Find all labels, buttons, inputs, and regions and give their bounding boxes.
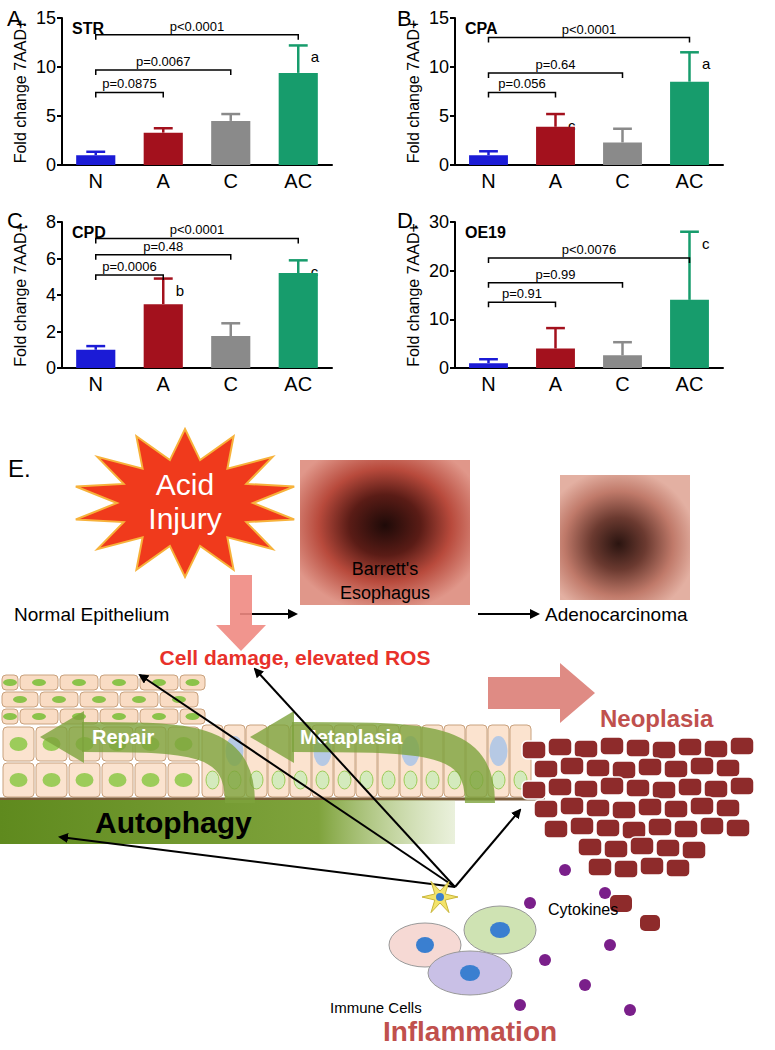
svg-text:5: 5	[46, 106, 56, 126]
svg-text:0: 0	[46, 358, 56, 378]
svg-text:0: 0	[439, 155, 449, 175]
svg-text:CPA: CPA	[465, 20, 498, 37]
svg-text:AC: AC	[676, 170, 704, 192]
svg-text:30: 30	[429, 212, 449, 232]
svg-text:p=0.91: p=0.91	[502, 286, 542, 301]
svg-text:N: N	[481, 373, 495, 395]
svg-text:0: 0	[46, 155, 56, 175]
svg-text:p=0.0006: p=0.0006	[102, 259, 157, 274]
svg-text:c: c	[310, 263, 319, 281]
svg-text:p<0.0001: p<0.0001	[170, 222, 225, 237]
svg-text:Barrett's: Barrett's	[352, 559, 418, 579]
svg-text:D.: D.	[397, 208, 419, 233]
svg-text:p<0.0076: p<0.0076	[562, 242, 617, 257]
svg-text:C: C	[615, 373, 629, 395]
svg-text:p<0.0001: p<0.0001	[170, 19, 225, 34]
svg-text:p=0.48: p=0.48	[143, 239, 183, 254]
svg-text:10: 10	[429, 57, 449, 77]
svg-text:Autophagy: Autophagy	[95, 806, 252, 839]
svg-text:Cell damage, elevated ROS: Cell damage, elevated ROS	[160, 646, 431, 669]
svg-text:A: A	[549, 373, 563, 395]
svg-text:OE19: OE19	[465, 224, 506, 241]
svg-text:15: 15	[429, 8, 449, 28]
svg-text:E.: E.	[8, 455, 31, 482]
svg-text:CPD: CPD	[72, 224, 106, 241]
svg-text:B.: B.	[397, 6, 418, 31]
svg-text:A: A	[549, 170, 563, 192]
svg-text:Esophagus: Esophagus	[340, 583, 430, 603]
svg-text:20: 20	[429, 261, 449, 281]
svg-text:A: A	[157, 373, 171, 395]
svg-text:p=0.0067: p=0.0067	[136, 54, 191, 69]
svg-text:A: A	[157, 170, 171, 192]
svg-text:6: 6	[46, 249, 56, 269]
svg-text:N: N	[89, 373, 103, 395]
svg-text:STR: STR	[72, 20, 104, 37]
svg-text:4: 4	[46, 285, 56, 305]
svg-text:c: c	[567, 117, 576, 134]
svg-text:Fold change 7AAD+: Fold change 7AAD+	[12, 223, 29, 367]
svg-text:C: C	[615, 170, 629, 192]
svg-text:p=0.056: p=0.056	[498, 76, 545, 91]
svg-text:p=0.64: p=0.64	[535, 57, 575, 72]
svg-text:Fold change 7AAD+: Fold change 7AAD+	[405, 20, 422, 164]
svg-text:Repair: Repair	[92, 726, 154, 748]
svg-text:p=0.0875: p=0.0875	[102, 76, 157, 91]
svg-text:AC: AC	[284, 170, 312, 192]
svg-text:N: N	[89, 170, 103, 192]
svg-text:a: a	[311, 48, 320, 65]
svg-text:Neoplasia: Neoplasia	[600, 705, 714, 732]
svg-text:Fold change 7AAD+: Fold change 7AAD+	[405, 223, 422, 367]
svg-text:p=0.99: p=0.99	[535, 267, 575, 282]
svg-text:Injury: Injury	[148, 502, 221, 535]
svg-text:8: 8	[46, 212, 56, 232]
svg-text:Immune Cells: Immune Cells	[330, 999, 422, 1016]
svg-text:C: C	[224, 170, 238, 192]
svg-text:15: 15	[36, 8, 56, 28]
svg-text:Adenocarcinoma: Adenocarcinoma	[545, 604, 688, 625]
svg-text:AC: AC	[676, 373, 704, 395]
svg-text:0: 0	[439, 358, 449, 378]
svg-text:10: 10	[36, 57, 56, 77]
svg-text:N: N	[481, 170, 495, 192]
svg-text:Fold change 7AAD+: Fold change 7AAD+	[12, 20, 29, 164]
svg-text:Normal Epithelium: Normal Epithelium	[14, 604, 169, 625]
svg-text:10: 10	[429, 309, 449, 329]
svg-text:c: c	[702, 235, 710, 252]
svg-text:C: C	[224, 373, 238, 395]
svg-text:Metaplasia: Metaplasia	[300, 726, 403, 748]
svg-text:Cytokines: Cytokines	[548, 901, 618, 918]
svg-text:Inflammation: Inflammation	[383, 1016, 557, 1047]
svg-text:b: b	[176, 282, 184, 299]
svg-text:p<0.0001: p<0.0001	[562, 22, 617, 37]
svg-text:A.: A.	[7, 6, 28, 31]
svg-text:a: a	[702, 55, 711, 72]
svg-text:C.: C.	[7, 208, 29, 233]
svg-text:Acid: Acid	[156, 468, 214, 501]
svg-text:5: 5	[439, 106, 449, 126]
svg-text:2: 2	[46, 322, 56, 342]
svg-text:AC: AC	[284, 373, 312, 395]
